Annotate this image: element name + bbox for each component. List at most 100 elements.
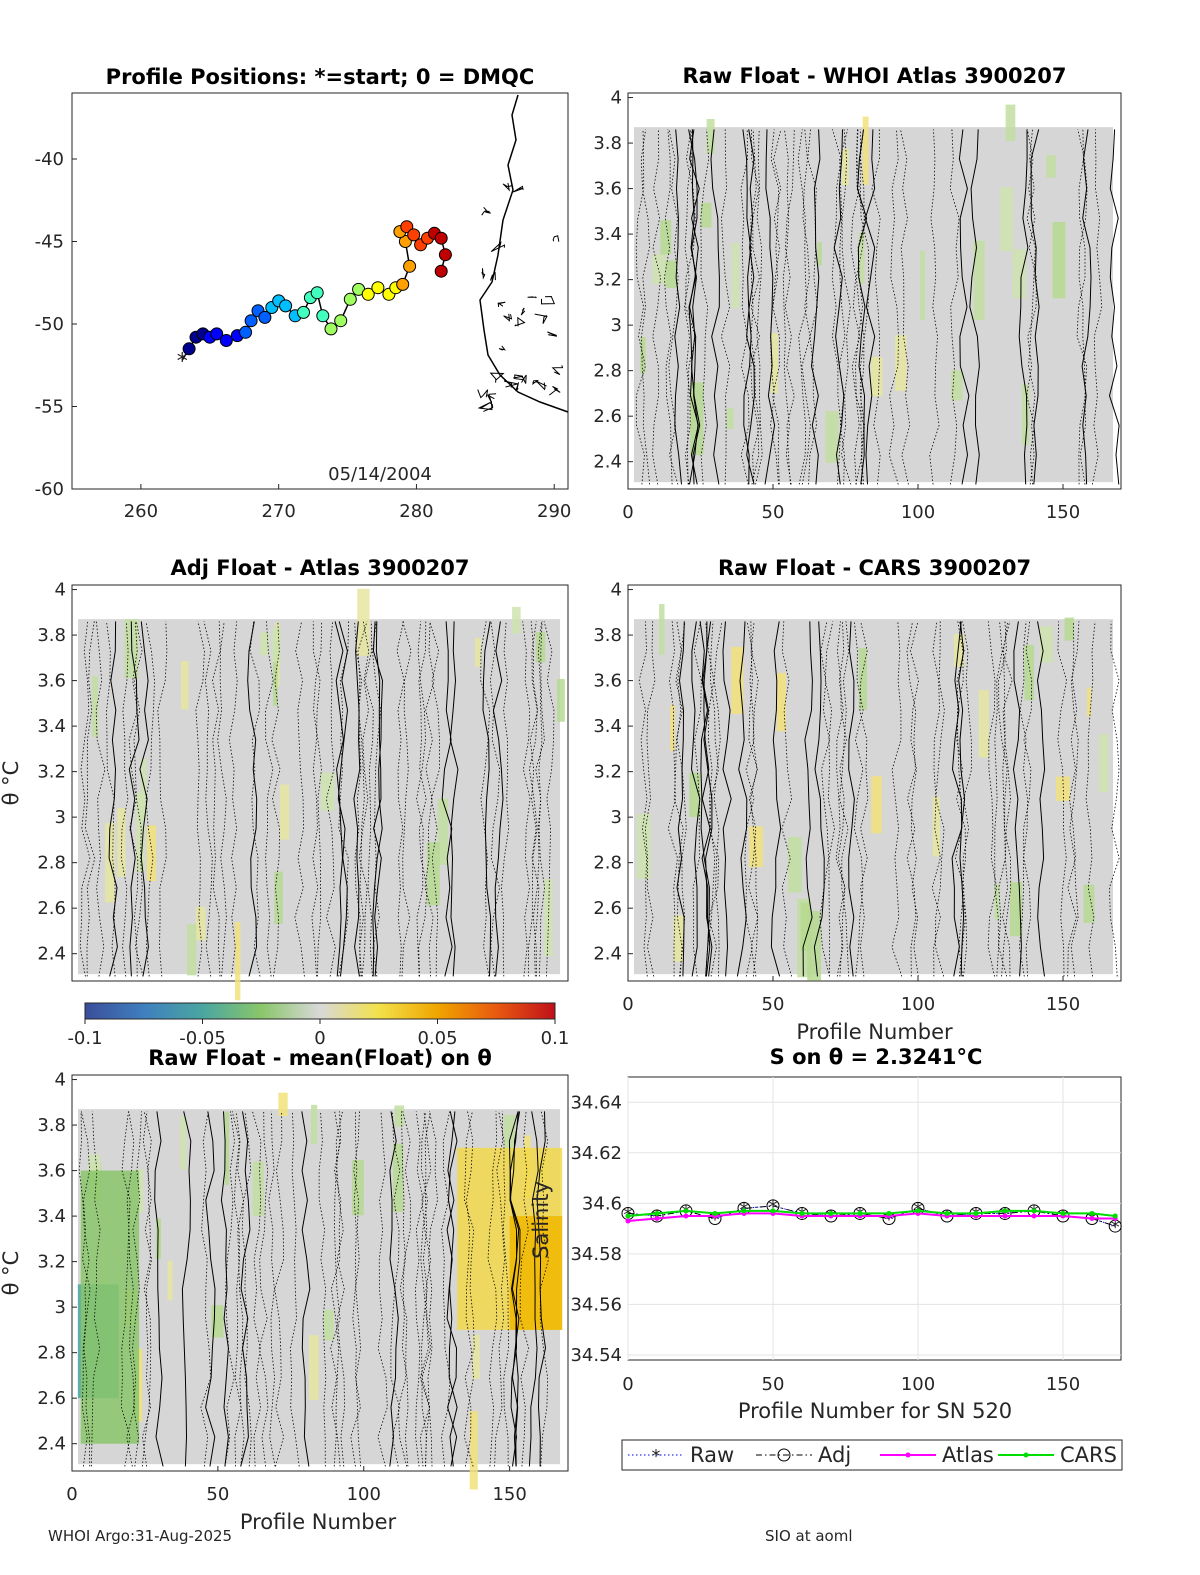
field-patch [91,676,98,738]
field-patch [953,634,965,667]
contour-line-positive [373,621,382,977]
field-patch [1012,249,1026,299]
salinity-xlabel: Profile Number for SN 520 [738,1399,1012,1423]
footer-right: SIO at aoml [765,1527,853,1545]
field-patch [273,640,278,706]
contour-line-negative [371,621,382,977]
footer-left: WHOI Argo:31-Aug-2025 [48,1527,232,1545]
panel-ytick-label: 3 [55,1297,66,1318]
contour-line-negative [401,621,412,977]
map-xticks: 260 270 280 290 [124,484,571,522]
panel-ytick-label: 3 [611,807,622,828]
coastline-island [512,185,524,193]
contour-line-positive [1018,129,1029,485]
map-profile-point [182,342,196,356]
salinity-xticks: 0 50 100 150 [622,1374,1080,1395]
field-patch [858,648,867,710]
contour-line-negative [416,621,426,977]
contour-line-negative [522,621,531,977]
field-patch [800,902,812,951]
field-patch [557,679,565,722]
coastline-island [478,400,493,411]
contour-line-positive [676,621,685,977]
field-patch [187,924,197,976]
field-patch [858,232,865,284]
contour-line-negative [910,621,919,977]
field-patch [637,813,651,879]
panel-title: Raw Float - mean(Float) on θ [148,1046,492,1070]
panel-xlabel: Profile Number [796,1020,953,1044]
panel-ytick-label: 3.2 [37,762,66,783]
contour-line-positive [449,621,459,977]
field-patch [472,1334,480,1379]
field-patch [1024,644,1035,701]
map-start-marker: * [177,349,188,374]
salinity-ytick-label: 34.64 [570,1092,622,1113]
field-patch [862,116,869,185]
contour-line-negative [663,129,673,485]
field-patch [787,837,802,893]
contour-line-negative [750,129,761,485]
map-ytick-label: -40 [35,149,64,170]
field-patch [999,187,1014,252]
panel-ytick-label: 2.4 [593,452,622,473]
contour-line-negative [888,129,899,485]
coastline-island [486,393,497,403]
panel-xtick-label: 50 [206,1484,229,1505]
contour-line-negative [935,621,945,977]
contour-line-negative [529,621,540,977]
contour-line-negative [667,621,678,977]
panel-xtick-label: 50 [762,502,785,523]
series-point-cars [915,1208,921,1214]
contour-line-negative [640,129,651,485]
contour-line-positive [710,129,720,485]
contour-line-negative [338,621,349,977]
panel-ytick-label: 2.8 [593,853,622,874]
map-xtick-label: 290 [537,501,571,522]
field-patch [652,254,666,285]
map-profile-point [434,231,448,245]
contour-line-negative [494,1111,506,1467]
panel-xtick-label: 100 [901,502,935,523]
field-patch [136,1348,143,1422]
field-patch [777,673,786,732]
salinity-series: ****************** [621,1197,1122,1238]
field-patch [309,1335,319,1400]
colorbar-ticks: -0.1 -0.05 0 0.05 0.1 [67,1019,569,1049]
series-point-cars [944,1210,950,1216]
contour-line-positive [746,129,755,485]
coastline-island [503,380,518,388]
field-patch [323,1309,334,1341]
field-patch [535,632,546,663]
contour-line-positive [848,621,855,977]
field-patch [1056,776,1070,801]
coastline-island [527,296,537,299]
field-patch [871,776,882,834]
field-patch [659,604,665,655]
field-patch [689,772,701,817]
series-point-cars [799,1210,805,1216]
map-xtick-label: 260 [124,501,158,522]
contour-line-negative [962,621,973,977]
contour-line-negative [748,621,759,977]
salinity-ylabel: Salinity [529,1181,553,1259]
field-patch [978,690,989,758]
field-patch [726,408,734,429]
map-track: * [177,220,452,374]
contour-line-negative [335,1111,346,1467]
contour-line-positive [1012,621,1022,977]
contour-line-positive [334,621,344,977]
field-patch [1005,104,1016,141]
contour-line-positive [802,621,813,977]
coastline-island [531,379,540,385]
field-patch [156,1218,161,1259]
panel-ytick-label: 3.2 [593,762,622,783]
contour-line-positive [690,621,701,977]
field-patch [1064,617,1074,641]
series-point-cars [712,1210,718,1216]
panel-xtick-label: 150 [492,1484,526,1505]
contour-line-negative [1085,621,1096,977]
contour-line-negative [1023,621,1033,977]
field-patch [1021,384,1030,445]
colorbar-tick-label: 0.05 [417,1028,457,1049]
